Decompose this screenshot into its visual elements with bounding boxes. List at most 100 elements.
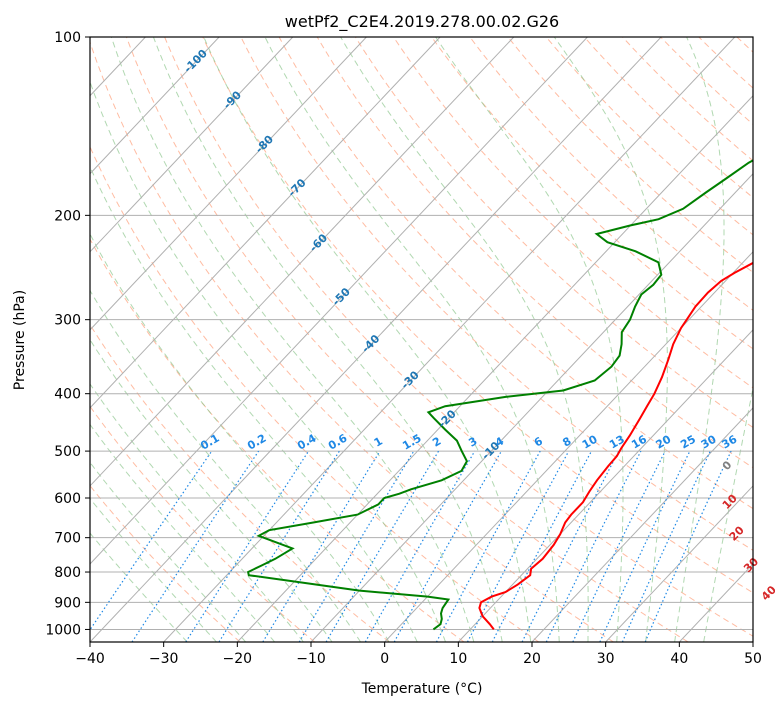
moist-adiabat-line [152, 37, 503, 642]
isotherm-line [90, 37, 441, 409]
y-tick-label: 800 [54, 565, 81, 581]
temperature-profile-line [478, 261, 753, 631]
dry-adiabat-line [90, 40, 614, 642]
y-axis-title: Pressure (hPa) [12, 290, 28, 390]
x-tick-label: 40 [670, 651, 688, 667]
mixing-ratio-line [545, 450, 642, 642]
moist-adiabat-line [90, 233, 390, 642]
mixing-ratio-label: 25 [678, 433, 698, 452]
moist-adiabat-line [703, 385, 753, 642]
x-tick-label: −30 [149, 651, 179, 667]
moist-adiabat-line [435, 37, 624, 642]
dry-adiabat-line [125, 37, 689, 642]
isotherm-line [236, 95, 753, 642]
x-tick-label: −10 [296, 651, 326, 667]
x-tick-label: 30 [597, 651, 615, 667]
isotherm-line [531, 407, 753, 642]
dry-adiabat-line [90, 484, 241, 642]
dry-adiabat-line [90, 323, 390, 642]
mixing-ratio-line [218, 450, 340, 642]
chart-title: wetPf2_C2E4.2019.278.00.02.G26 [285, 12, 559, 32]
moist-adiabat-line [90, 80, 446, 642]
y-tick-label: 700 [54, 531, 81, 547]
moist-adiabat-line [110, 37, 475, 642]
isotherm-line [90, 37, 294, 253]
isotherm-line [163, 37, 736, 642]
moist-adiabat-label: 10 [720, 492, 740, 512]
isotherm-line [90, 37, 367, 331]
isotherm-line [457, 329, 753, 642]
moist-adiabat-line [90, 423, 275, 642]
moist-adiabat-line [90, 289, 362, 642]
y-tick-label: 100 [54, 30, 81, 46]
moist-adiabat-line [340, 37, 589, 642]
dry-adiabat-line [240, 37, 753, 551]
mixing-ratio-line [466, 450, 570, 642]
dry-adiabat-line [90, 238, 465, 642]
mixing-ratio-line [131, 450, 260, 642]
mixing-ratio-label: 20 [654, 432, 674, 451]
axis-ticks: −40 −30 −20 −10 0 10 20 30 40 5010020030040050060… [45, 30, 762, 667]
mixing-ratio-label: 10 [580, 432, 600, 451]
mixing-ratio-label: 30 [699, 432, 719, 451]
moist-adiabat-line [90, 165, 418, 642]
x-axis-title: Temperature (°C) [361, 681, 483, 697]
mixing-ratio-line [621, 450, 711, 642]
isotherm-line [0, 37, 72, 642]
dry-adiabat-line [278, 37, 753, 510]
moist-adiabat-line [674, 37, 725, 642]
isotherm-line [90, 37, 662, 642]
y-tick-label: 600 [54, 491, 81, 507]
y-tick-label: 200 [54, 208, 81, 224]
background-lines [0, 37, 753, 642]
mixing-ratio-line [262, 450, 381, 642]
mixing-ratio-line [393, 450, 502, 642]
mixing-ratio-line [325, 450, 440, 642]
y-tick-label: 300 [54, 313, 81, 329]
moist-adiabat-line [90, 532, 188, 642]
moist-adiabat-line [553, 37, 668, 642]
dry-adiabat-line [622, 37, 753, 162]
isotherm-line [752, 641, 753, 642]
dry-adiabat-line [431, 37, 753, 350]
isotherm-line [90, 37, 515, 487]
dewpoint-profile-line [246, 159, 753, 631]
mixing-ratio-line [521, 450, 620, 642]
mixing-ratio-label: 1.5 [400, 432, 423, 453]
isotherm-line [90, 37, 588, 565]
moist-adiabat-line [90, 338, 333, 642]
x-tick-label: −40 [75, 651, 105, 667]
data-lines [246, 159, 753, 631]
isotherm-line [678, 563, 753, 642]
dry-adiabat-line [698, 37, 753, 89]
moist-adiabat-line [90, 383, 304, 642]
y-tick-label: 500 [54, 444, 81, 460]
mixing-ratio-line [599, 450, 691, 642]
mixing-ratio-label: 0.1 [198, 432, 221, 453]
x-tick-label: 0 [380, 651, 389, 667]
mixing-ratio-line [90, 450, 213, 631]
dry-adiabat-line [90, 145, 540, 642]
isotherm-line [384, 251, 753, 642]
y-tick-label: 400 [54, 387, 81, 403]
isotherm-line [90, 37, 220, 175]
dry-adiabat-line [164, 37, 753, 637]
mixing-ratio-label: 2 [430, 435, 443, 450]
x-tick-label: 10 [449, 651, 467, 667]
isotherm-line [605, 485, 753, 642]
plot-frame [89, 36, 754, 643]
x-tick-label: 50 [744, 651, 762, 667]
dry-adiabat-line [90, 405, 316, 642]
moist-adiabat-line [203, 37, 532, 642]
mixing-ratio-label: 3 [466, 435, 479, 450]
mixing-ratio-label: 16 [629, 432, 649, 451]
mixing-ratio-line [491, 450, 593, 642]
moist-adiabat-label: 20 [727, 523, 747, 543]
mixing-ratio-label: 0.2 [245, 432, 268, 453]
x-tick-label: 20 [523, 651, 541, 667]
moist-adiabat-line [90, 497, 217, 642]
mixing-ratio-line [435, 450, 541, 642]
mixing-ratio-label: 6 [532, 434, 545, 449]
y-tick-label: 900 [54, 595, 81, 611]
